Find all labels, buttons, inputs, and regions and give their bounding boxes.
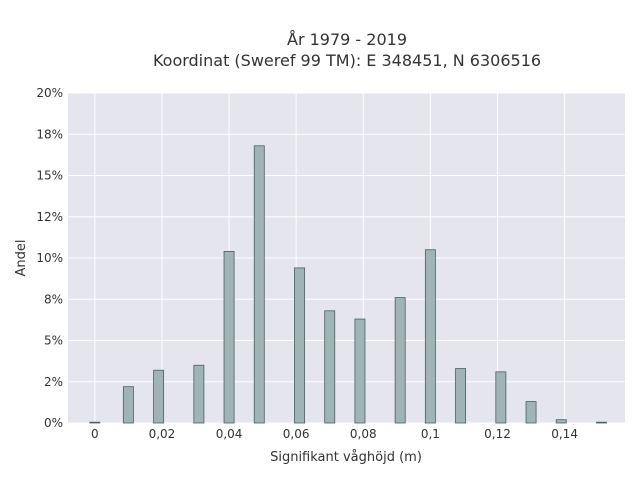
histogram-bar <box>424 249 436 424</box>
x-axis-label: Signifikant våghöjd (m) <box>270 450 422 465</box>
bars <box>89 145 607 424</box>
histogram-bar <box>495 371 507 424</box>
x-tick-label: 0 <box>91 427 99 441</box>
y-tick-label: 0% <box>44 416 63 430</box>
histogram-bar <box>555 419 567 424</box>
histogram-bar <box>89 421 101 424</box>
y-axis-ticks: 0% 2% 5% 8% 10% 12% 15% 18% 20% <box>36 86 63 430</box>
x-tick-label: 0,12 <box>484 427 511 441</box>
y-tick-label: 18% <box>36 127 63 141</box>
y-tick-label: 8% <box>44 292 63 306</box>
histogram-bar <box>193 364 205 424</box>
y-tick-label: 15% <box>36 169 63 183</box>
histogram-bar <box>596 421 607 424</box>
x-tick-label: 0,14 <box>551 427 578 441</box>
histogram-bar <box>122 386 134 424</box>
histogram-bar <box>455 368 467 424</box>
x-tick-label: 0,08 <box>350 427 377 441</box>
histogram-bar <box>223 250 235 424</box>
x-tick-label: 0,02 <box>149 427 176 441</box>
chart-title-line1: År 1979 - 2019 <box>287 30 407 49</box>
histogram-bar <box>294 267 305 424</box>
x-tick-label: 0,06 <box>283 427 310 441</box>
x-tick-label: 0,1 <box>421 427 440 441</box>
y-tick-label: 12% <box>36 210 63 224</box>
y-tick-label: 2% <box>44 375 63 389</box>
chart-title-line2: Koordinat (Sweref 99 TM): E 348451, N 63… <box>153 51 541 70</box>
histogram-bar <box>153 369 165 424</box>
y-tick-label: 5% <box>44 334 63 348</box>
histogram-bar <box>525 401 537 424</box>
histogram-bar <box>394 297 406 424</box>
x-axis-ticks: 0 0,02 0,04 0,06 0,08 0,1 0,12 0,14 <box>91 427 578 441</box>
histogram-bar <box>324 310 336 424</box>
y-tick-label: 20% <box>36 86 63 100</box>
histogram-bar <box>354 318 366 424</box>
x-tick-label: 0,04 <box>216 427 243 441</box>
histogram-bar <box>253 145 265 424</box>
y-tick-label: 10% <box>36 251 63 265</box>
y-axis-label: Andel <box>14 240 29 277</box>
